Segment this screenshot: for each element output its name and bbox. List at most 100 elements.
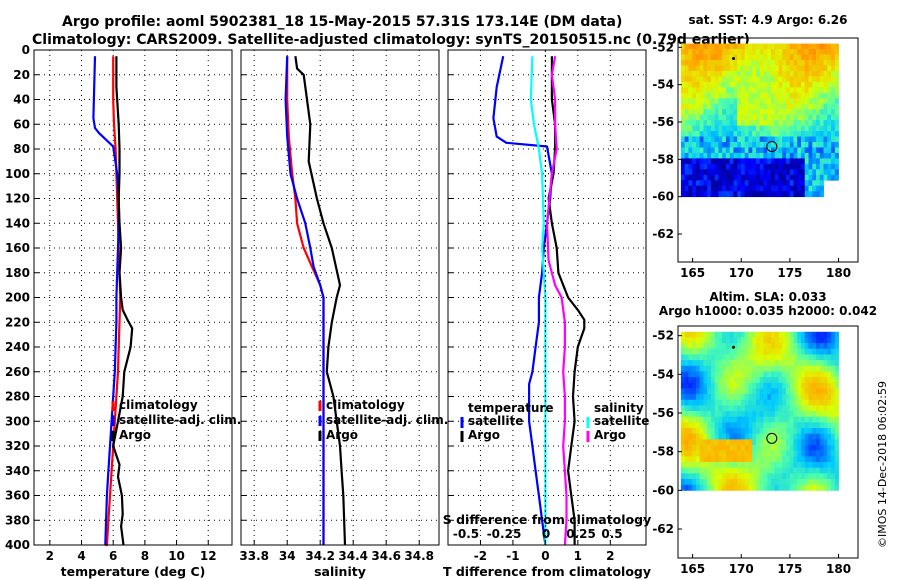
x2-tick-label: 0 [542,527,550,541]
map-cell [797,382,802,389]
map-cell [688,382,693,389]
map-cell [695,473,701,480]
map-cell [688,191,693,198]
map-cell [737,49,742,55]
map-cell [740,422,746,429]
map-cell [763,70,768,77]
map-y-tick-label: -54 [652,367,674,381]
map-cell [748,462,753,469]
map-cell [740,174,746,181]
map-cell [752,147,757,154]
map-cell [737,411,742,418]
map-cell [748,456,753,463]
map-cell [692,60,697,66]
map-cell [684,54,689,61]
map-cell [801,185,806,192]
map-cell [710,382,716,389]
map-cell [804,348,809,355]
map-cell [812,456,817,463]
map-cell [759,343,764,350]
map-cell [770,65,776,72]
map-cell [778,473,783,480]
map-cell [707,81,712,88]
map-cell [722,81,727,88]
map-cell [680,103,686,110]
map-cell [722,377,727,384]
map-cell [816,103,821,110]
map-cell [801,54,806,61]
map-cell [733,70,738,77]
map-cell [793,479,798,486]
map-cell [755,399,761,406]
map-cell [748,394,753,401]
map-cell [767,120,772,126]
map-cell [816,152,821,159]
map-cell [714,131,719,137]
map-cell [789,484,794,491]
legend-title-temperature: temperature [468,401,553,415]
map-cell [808,416,813,423]
map-cell [692,158,697,165]
chart-panels: 2 4 6 8 10 1202040608010012014016018020022024… [5,13,877,579]
map-cell [744,185,749,192]
map-cell [819,456,824,463]
map-cell [688,60,693,66]
map-cell [680,131,686,137]
map-cell [699,473,704,480]
map-cell [763,439,768,446]
map-cell [797,399,802,406]
map-cell [812,331,817,338]
map-cell [699,54,704,61]
map-cell [812,422,817,429]
map-cell [744,405,749,412]
map-cell [767,163,772,170]
map-cell [707,411,712,418]
map-cell [684,109,689,116]
map-cell [782,388,787,395]
map-cell [748,92,753,99]
map-cell [782,377,787,384]
map-cell [725,70,731,77]
map-cell [725,422,731,429]
map-cell [737,473,742,480]
map-cell [786,382,791,389]
map-cell [725,147,731,154]
map-cell [767,377,772,384]
map-cell [770,331,776,338]
map-cell [748,169,753,176]
map-cell [718,382,723,389]
map-cell [789,131,794,137]
map-cell [692,174,697,181]
map-cell [789,479,794,486]
map-cell [729,377,734,384]
map-cell [789,191,794,198]
map-cell [752,331,757,338]
map-cell [789,467,794,474]
map-cell [692,405,697,412]
map-cell [744,354,749,361]
map-cell [714,98,719,105]
map-cell [703,445,708,452]
map-cell [688,467,693,474]
map-cell [695,382,701,389]
map-cell [707,484,712,491]
map-cell [823,169,828,176]
map-cell [744,120,749,126]
map-cell [767,158,772,165]
map-cell [797,462,802,469]
map-cell [782,147,787,154]
map-cell [755,479,761,486]
map-cell [819,114,824,121]
map-cell [778,445,783,452]
map-cell [703,331,708,338]
map-cell [782,43,787,50]
map-cell [827,388,832,395]
map-cell [725,174,731,181]
map-cell [740,76,746,83]
map-cell [831,473,836,480]
map-cell [834,136,839,143]
map-cell [801,388,806,395]
map-cell [786,65,791,72]
map-cell [801,439,806,446]
map-cell [831,43,836,50]
